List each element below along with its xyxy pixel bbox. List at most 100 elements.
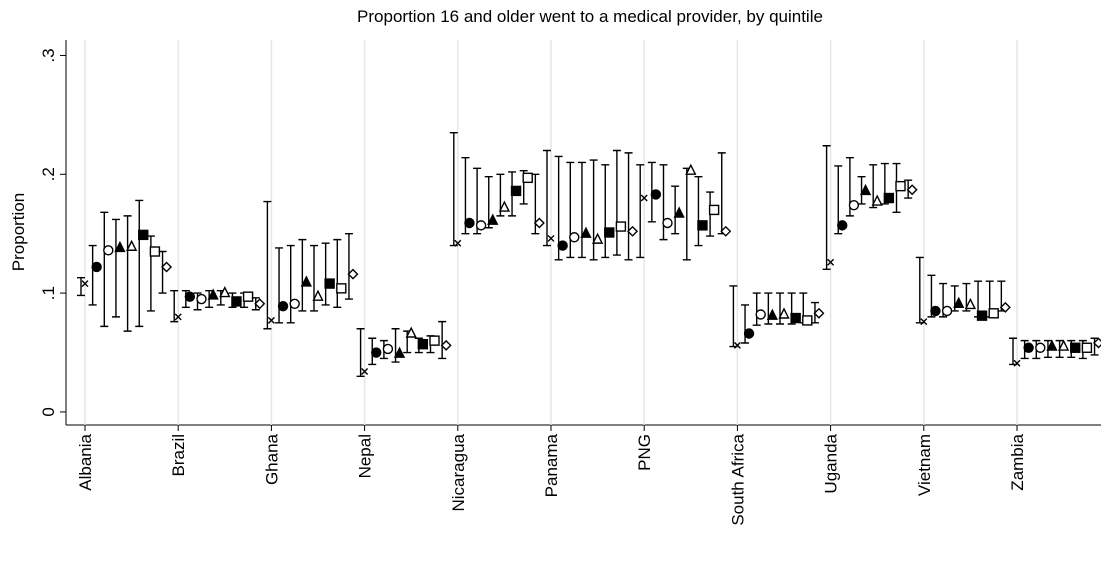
- y-axis-title: Proportion: [9, 193, 28, 271]
- marker: [827, 258, 835, 266]
- error-bar: [88, 244, 97, 306]
- marker: [1023, 342, 1034, 353]
- marker: [920, 318, 928, 326]
- marker: [1081, 342, 1093, 353]
- x-tick-label: PNG: [635, 434, 654, 471]
- error-bar: [566, 161, 575, 259]
- marker: [837, 220, 848, 231]
- marker: [161, 261, 173, 273]
- marker: [312, 289, 324, 301]
- marker: [510, 185, 522, 197]
- marker: [138, 229, 149, 241]
- marker: [640, 194, 648, 202]
- error-bar: [659, 164, 668, 241]
- error-bar: [438, 320, 447, 360]
- error-bar: [275, 247, 284, 324]
- marker: [277, 300, 289, 312]
- marker: [964, 297, 977, 310]
- error-bar: [100, 211, 109, 328]
- marker: [254, 298, 266, 310]
- marker: [778, 307, 790, 319]
- marker: [615, 221, 627, 232]
- marker: [522, 172, 533, 184]
- chart-title: Proportion 16 and older went to a medica…: [357, 7, 823, 26]
- marker: [871, 194, 883, 206]
- error-bar: [484, 175, 493, 229]
- marker: [1057, 339, 1070, 351]
- error-bar: [333, 238, 342, 309]
- error-bar: [915, 256, 924, 324]
- marker: [697, 220, 708, 231]
- marker: [790, 312, 801, 324]
- x-tick-label: Vietnam: [915, 434, 934, 496]
- marker: [207, 288, 219, 300]
- error-bar: [1090, 337, 1099, 356]
- error-bar: [158, 250, 167, 294]
- error-bar: [1009, 337, 1017, 366]
- error-bar: [717, 152, 726, 235]
- error-bar: [776, 292, 784, 325]
- marker: [324, 278, 335, 289]
- marker: [393, 346, 406, 358]
- marker: [766, 308, 778, 320]
- error-bar: [356, 328, 365, 377]
- marker: [813, 307, 825, 319]
- error-bar: [682, 167, 691, 261]
- x-tick-label: Brazil: [169, 434, 188, 477]
- marker: [382, 343, 394, 355]
- marker: [859, 183, 872, 196]
- y-tick-label: .2: [39, 167, 58, 181]
- marker: [895, 180, 906, 192]
- marker: [267, 316, 275, 324]
- marker: [487, 213, 499, 225]
- marker: [743, 328, 755, 339]
- y-tick-label: 0: [39, 407, 58, 416]
- marker: [591, 232, 604, 244]
- marker: [440, 339, 452, 351]
- x-tick-label: Panama: [542, 433, 561, 497]
- marker: [300, 275, 312, 287]
- marker: [91, 261, 102, 273]
- marker: [454, 239, 462, 247]
- marker: [347, 268, 359, 280]
- marker: [498, 200, 511, 212]
- marker: [361, 368, 369, 376]
- error-bar: [77, 276, 85, 297]
- marker: [662, 217, 673, 229]
- error-bar: [111, 218, 120, 318]
- error-bar: [577, 161, 586, 259]
- error-bar: [263, 200, 272, 330]
- marker: [569, 232, 580, 243]
- marker: [685, 163, 697, 175]
- marker: [650, 189, 662, 200]
- x-tick-label: Ghana: [262, 433, 281, 485]
- error-bar: [298, 238, 307, 312]
- marker: [533, 217, 545, 229]
- marker: [417, 338, 429, 350]
- marker: [1035, 342, 1046, 353]
- marker: [429, 335, 440, 346]
- marker: [371, 347, 382, 358]
- error-bar: [671, 185, 680, 235]
- x-tick-label: Nicaragua: [449, 433, 468, 511]
- marker: [174, 313, 182, 321]
- x-tick-label: Nepal: [356, 434, 375, 478]
- error-bar: [601, 164, 610, 259]
- error-bar: [543, 149, 551, 247]
- marker: [848, 199, 860, 211]
- error-bar: [869, 164, 878, 209]
- marker: [81, 280, 89, 288]
- error-bar: [449, 131, 458, 247]
- marker: [557, 240, 568, 251]
- marker: [219, 286, 231, 298]
- marker: [475, 220, 487, 231]
- marker: [733, 341, 741, 349]
- marker: [114, 240, 126, 253]
- marker: [627, 225, 639, 237]
- error-bar: [694, 175, 703, 247]
- marker: [1013, 359, 1021, 367]
- y-tick-label: .3: [39, 48, 58, 62]
- marker: [976, 310, 988, 321]
- marker: [673, 206, 685, 218]
- error-bar: [589, 159, 598, 261]
